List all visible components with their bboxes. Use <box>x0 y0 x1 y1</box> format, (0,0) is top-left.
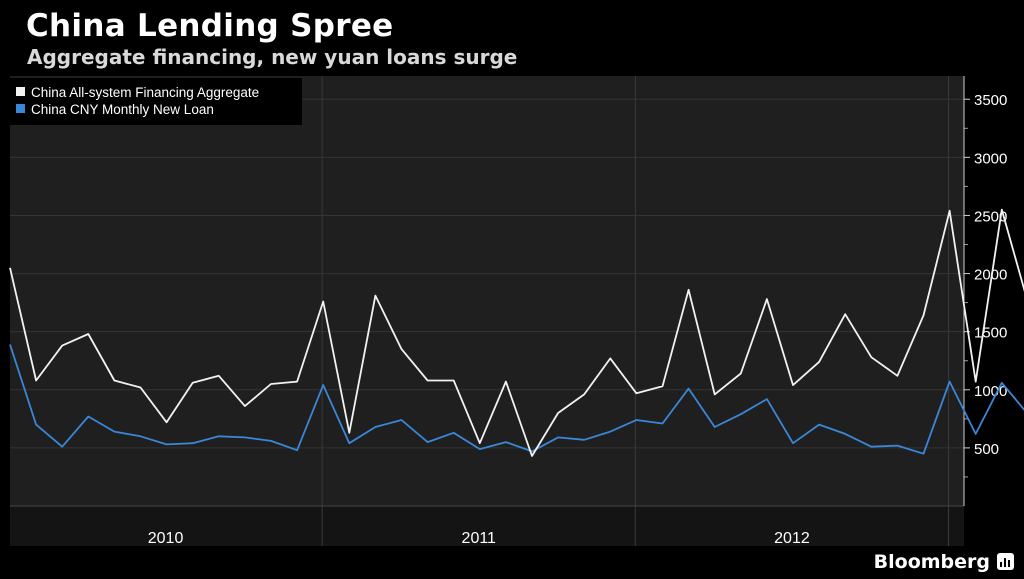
grid-lines <box>10 76 964 546</box>
plot-area <box>10 76 964 506</box>
legend-label-aggregate: China All-system Financing Aggregate <box>31 85 259 100</box>
bloomberg-icon <box>997 553 1014 570</box>
x-axis: 201020112012201320142015 <box>10 505 964 547</box>
y-tick-label: 3000 <box>974 150 1007 167</box>
y-tick-label: 2000 <box>974 267 1007 284</box>
y-tick-label: 2500 <box>974 208 1007 225</box>
series-line-loans <box>9 344 1024 455</box>
series-lines <box>9 208 1024 457</box>
legend-label-loans: China CNY Monthly New Loan <box>31 102 214 117</box>
bloomberg-logo-text: Bloomberg <box>873 551 990 573</box>
legend-box <box>10 78 302 125</box>
chart-title: China Lending Spree <box>26 8 394 44</box>
legend-swatch-aggregate <box>16 87 25 96</box>
y-tick-label: 1000 <box>974 383 1007 400</box>
y-tick-label: 500 <box>974 441 999 458</box>
chart-subtitle: Aggregate financing, new yuan loans surg… <box>27 45 518 69</box>
x-tick-label: 2010 <box>148 530 184 547</box>
legend-swatch-loans <box>16 104 25 113</box>
y-axis: 500 1000 1500 2000 2500 3000 3500 <box>963 76 1007 506</box>
y-tick-label: 3500 <box>974 92 1007 109</box>
x-tick-label: 2012 <box>774 530 810 547</box>
legend: China All-system Financing Aggregate Chi… <box>10 78 302 125</box>
series-line-aggregate <box>9 208 1024 457</box>
x-axis-band <box>10 506 964 546</box>
x-tick-label: 2011 <box>462 530 497 547</box>
y-tick-label: 1500 <box>974 325 1007 342</box>
